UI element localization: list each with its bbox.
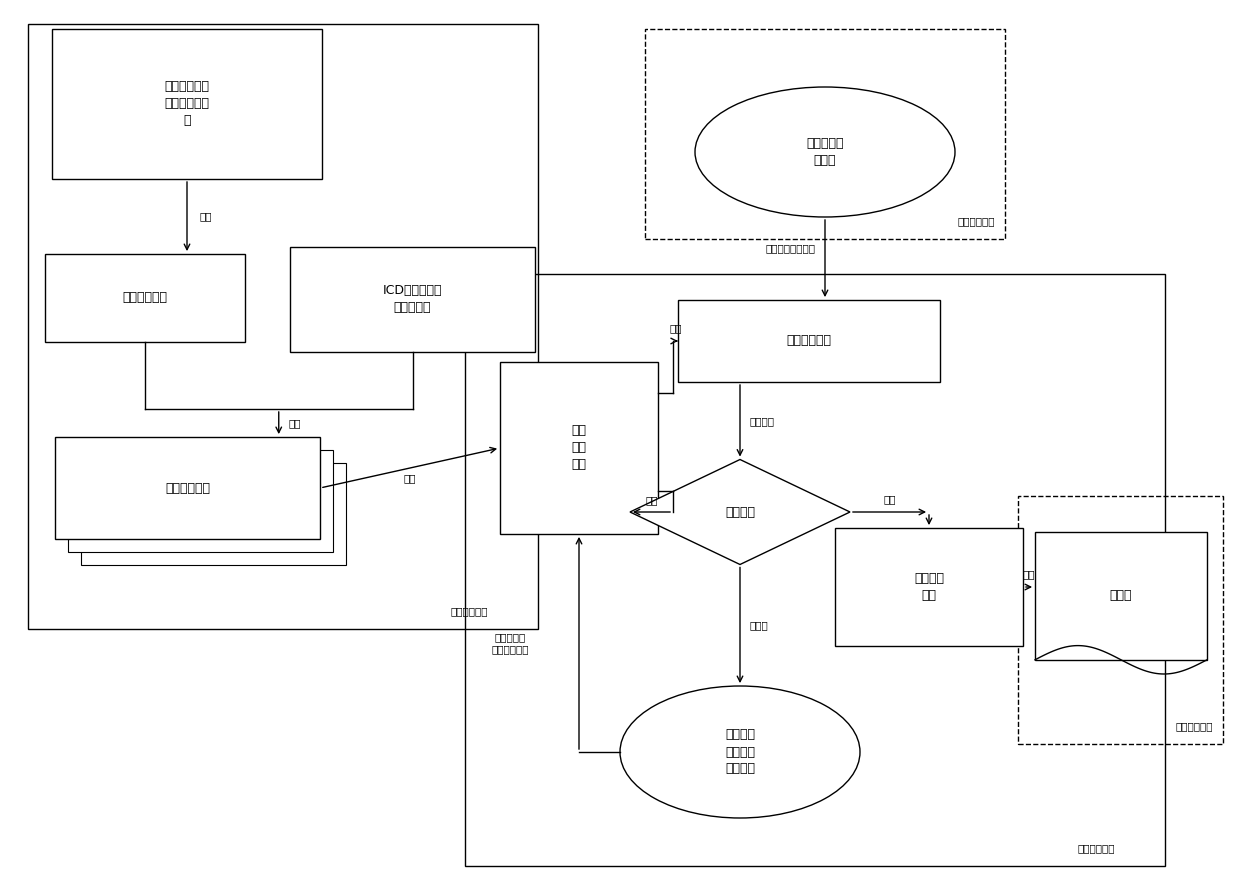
Text: 规则生成软件: 规则生成软件 bbox=[450, 606, 489, 616]
Text: 故障诊断模块: 故障诊断模块 bbox=[1078, 843, 1115, 853]
Text: 不成立: 不成立 bbox=[750, 620, 769, 630]
Text: 飞机各设备或
系统的故障机
理: 飞机各设备或 系统的故障机 理 bbox=[165, 80, 210, 128]
Text: 存储: 存储 bbox=[1023, 569, 1035, 579]
Text: 进入下一条
故障诊断规则: 进入下一条 故障诊断规则 bbox=[491, 632, 529, 654]
Text: 故障诊断规则: 故障诊断规则 bbox=[165, 482, 210, 494]
Text: 数据表: 数据表 bbox=[1110, 589, 1132, 603]
Text: 指导: 指导 bbox=[645, 495, 657, 505]
FancyBboxPatch shape bbox=[52, 29, 322, 179]
FancyBboxPatch shape bbox=[1035, 532, 1207, 660]
Text: 故障诊断模型: 故障诊断模型 bbox=[123, 291, 167, 305]
Text: 加载: 加载 bbox=[404, 473, 417, 483]
Ellipse shape bbox=[694, 87, 955, 217]
Text: 成立: 成立 bbox=[883, 494, 895, 504]
FancyBboxPatch shape bbox=[81, 463, 346, 565]
FancyBboxPatch shape bbox=[290, 247, 534, 352]
Text: 诊断运算: 诊断运算 bbox=[725, 505, 755, 519]
Text: 数据处理模块: 数据处理模块 bbox=[957, 216, 994, 226]
FancyBboxPatch shape bbox=[45, 254, 246, 342]
Text: 指导: 指导 bbox=[670, 323, 682, 333]
Text: 解算还原后
的数据: 解算还原后 的数据 bbox=[806, 137, 843, 167]
FancyBboxPatch shape bbox=[55, 437, 320, 539]
FancyBboxPatch shape bbox=[500, 362, 658, 534]
FancyBboxPatch shape bbox=[68, 450, 334, 552]
Ellipse shape bbox=[620, 686, 861, 818]
Text: 该条故障
诊断规则
诊断完毕: 该条故障 诊断规则 诊断完毕 bbox=[725, 729, 755, 775]
Text: 数据输入: 数据输入 bbox=[750, 416, 775, 426]
Text: 故障诊断
结论: 故障诊断 结论 bbox=[914, 572, 944, 602]
Text: 建立: 建立 bbox=[198, 212, 212, 222]
Text: 生成: 生成 bbox=[289, 418, 301, 428]
Text: 提取相关数据: 提取相关数据 bbox=[786, 334, 832, 348]
Text: 报告生成模块: 报告生成模块 bbox=[1176, 721, 1213, 731]
Text: 诊断
运算
方程: 诊断 运算 方程 bbox=[572, 425, 587, 471]
FancyBboxPatch shape bbox=[678, 300, 940, 382]
Polygon shape bbox=[630, 460, 849, 564]
Text: ICD及维护专家
的经验知识: ICD及维护专家 的经验知识 bbox=[383, 284, 443, 315]
FancyBboxPatch shape bbox=[835, 528, 1023, 646]
Text: 内部数据总线传输: 内部数据总线传输 bbox=[765, 243, 815, 254]
